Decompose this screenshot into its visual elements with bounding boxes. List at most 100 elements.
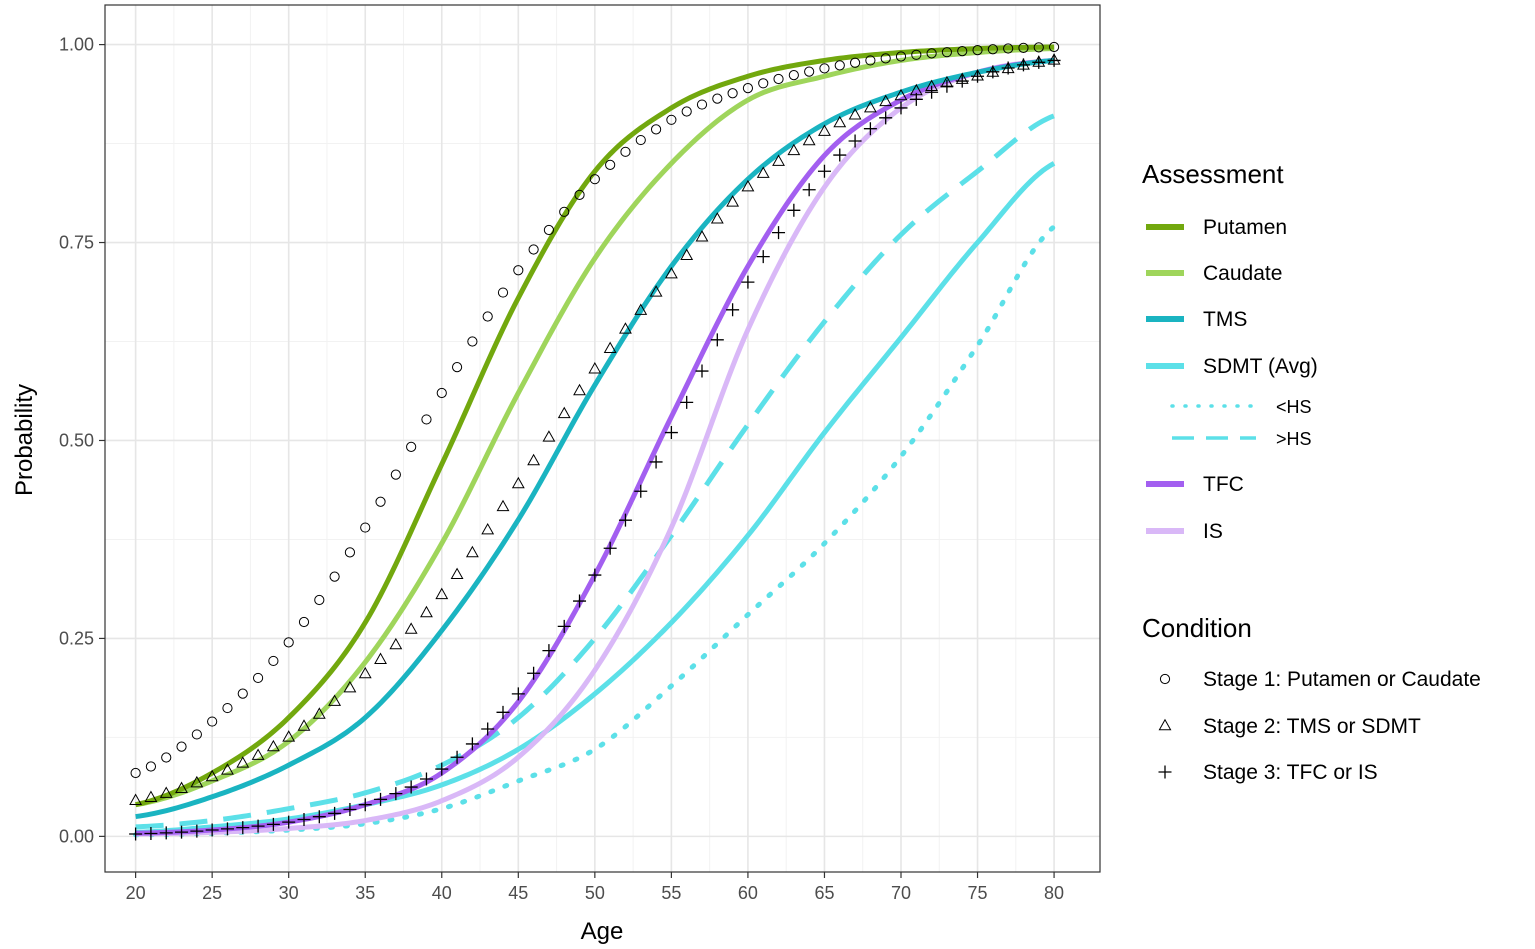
legend-label: Stage 2: TMS or SDMT bbox=[1203, 715, 1421, 738]
y-tick-label: 0.25 bbox=[59, 628, 94, 648]
point-triangle bbox=[573, 383, 586, 396]
x-tick-label: 35 bbox=[355, 883, 375, 903]
point-circle bbox=[605, 159, 616, 170]
point-triangle bbox=[129, 793, 143, 805]
x-tick-label: 70 bbox=[891, 883, 911, 903]
point-plus bbox=[465, 737, 479, 751]
point-circle bbox=[207, 716, 218, 727]
point-plus bbox=[909, 92, 923, 106]
point-plus bbox=[190, 824, 204, 838]
point-circle bbox=[161, 752, 172, 763]
point-circle bbox=[1018, 42, 1029, 53]
point-triangle bbox=[741, 179, 755, 192]
x-tick-label: 25 bbox=[202, 883, 222, 903]
series-line bbox=[135, 57, 1055, 820]
point-triangle bbox=[465, 545, 479, 558]
point-circle bbox=[176, 741, 187, 752]
point-circle bbox=[972, 45, 983, 56]
point-plus bbox=[741, 275, 755, 289]
x-tick-label: 60 bbox=[738, 883, 758, 903]
x-tick-label: 20 bbox=[126, 883, 146, 903]
point-triangle bbox=[756, 166, 770, 178]
legend-label: Stage 1: Putamen or Caudate bbox=[1203, 668, 1481, 691]
point-triangle bbox=[818, 124, 831, 136]
point-circle bbox=[727, 88, 738, 99]
point-circle bbox=[880, 53, 891, 64]
point-circle bbox=[650, 124, 662, 135]
point-plus bbox=[925, 85, 939, 99]
point-triangle bbox=[236, 756, 250, 768]
point-plus bbox=[1001, 61, 1015, 75]
point-circle bbox=[696, 99, 708, 110]
legend-assessment-title: Assessment bbox=[1142, 159, 1284, 189]
point-triangle bbox=[144, 790, 158, 802]
point-circle bbox=[1048, 41, 1060, 53]
legend-label: TFC bbox=[1203, 473, 1244, 496]
plot-border bbox=[104, 4, 1101, 873]
point-triangle bbox=[343, 680, 357, 693]
point-plus bbox=[802, 183, 816, 197]
point-triangle bbox=[802, 133, 816, 146]
point-circle bbox=[329, 571, 340, 582]
point-circle bbox=[666, 114, 677, 125]
point-plus bbox=[496, 705, 510, 719]
point-plus bbox=[833, 148, 847, 162]
point-plus bbox=[879, 111, 893, 125]
point-plus bbox=[863, 122, 877, 136]
x-tick-label: 40 bbox=[432, 883, 452, 903]
legend-label: Stage 3: TFC or IS bbox=[1203, 761, 1378, 784]
point-circle bbox=[849, 57, 861, 68]
point-triangle bbox=[450, 567, 464, 580]
point-plus bbox=[634, 484, 648, 498]
point-triangle bbox=[404, 622, 418, 634]
point-plus bbox=[1032, 55, 1046, 69]
point-plus bbox=[940, 79, 954, 93]
x-tick-label: 80 bbox=[1044, 883, 1064, 903]
point-circle bbox=[543, 224, 555, 236]
x-tick-label: 50 bbox=[585, 883, 605, 903]
point-plus bbox=[282, 815, 296, 829]
point-plus bbox=[481, 722, 495, 736]
point-plus bbox=[205, 823, 219, 837]
point-triangle bbox=[879, 94, 893, 107]
point-circle bbox=[987, 44, 998, 55]
point-circle bbox=[436, 387, 447, 399]
point-plus bbox=[435, 762, 449, 776]
x-tick-label: 45 bbox=[508, 883, 528, 903]
point-triangle bbox=[557, 406, 571, 419]
axis-layer: 20 25 30 35 40 45 50 55 60 65 70 75 80 0.00 0.25 0.50 0.… bbox=[59, 35, 1064, 903]
point-triangle bbox=[695, 230, 709, 242]
point-triangle bbox=[190, 775, 204, 788]
point-plus bbox=[328, 806, 342, 820]
point-triangle bbox=[1158, 718, 1172, 731]
point-circle bbox=[1159, 673, 1171, 685]
point-plus bbox=[557, 619, 571, 633]
point-plus bbox=[389, 787, 403, 801]
y-tick-label: 0.50 bbox=[59, 430, 94, 450]
point-plus bbox=[680, 395, 694, 409]
point-triangle bbox=[894, 88, 908, 101]
point-triangle bbox=[175, 781, 188, 793]
point-triangle bbox=[389, 637, 403, 650]
x-tick-label: 75 bbox=[968, 883, 988, 903]
legend-assessment-items: Putamen Caudate TMS SDMT (Avg) <HS >HS TFC IS bbox=[1146, 216, 1318, 543]
point-plus bbox=[710, 333, 724, 347]
point-triangle bbox=[634, 303, 648, 315]
point-triangle bbox=[511, 476, 525, 489]
point-triangle bbox=[496, 499, 510, 512]
series-line bbox=[135, 113, 1055, 830]
point-triangle bbox=[435, 587, 449, 600]
point-plus bbox=[236, 821, 250, 835]
point-triangle bbox=[420, 605, 433, 618]
point-plus bbox=[817, 164, 831, 178]
point-plus bbox=[511, 687, 525, 701]
legend-label: TMS bbox=[1203, 308, 1247, 331]
point-triangle bbox=[251, 748, 265, 760]
point-triangle bbox=[481, 522, 495, 535]
point-circle bbox=[344, 547, 356, 558]
y-tick-label: 0.00 bbox=[59, 826, 94, 846]
y-tick-label: 0.75 bbox=[59, 233, 94, 253]
point-circle bbox=[298, 616, 310, 628]
point-triangle bbox=[664, 266, 678, 279]
point-triangle bbox=[863, 100, 877, 113]
